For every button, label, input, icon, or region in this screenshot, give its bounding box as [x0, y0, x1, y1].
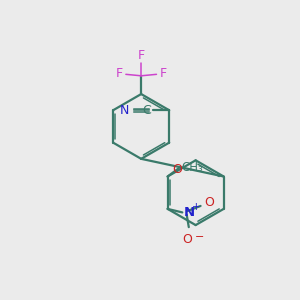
Text: CH₃: CH₃ [181, 160, 203, 174]
Text: O: O [172, 163, 182, 176]
Text: −: − [195, 232, 204, 242]
Text: N: N [184, 206, 195, 219]
Text: C: C [142, 104, 151, 117]
Text: O: O [204, 196, 214, 209]
Text: F: F [159, 67, 167, 80]
Text: F: F [138, 49, 145, 62]
Text: N: N [120, 104, 130, 117]
Text: F: F [116, 67, 123, 80]
Text: O: O [183, 233, 193, 246]
Text: +: + [192, 202, 201, 212]
